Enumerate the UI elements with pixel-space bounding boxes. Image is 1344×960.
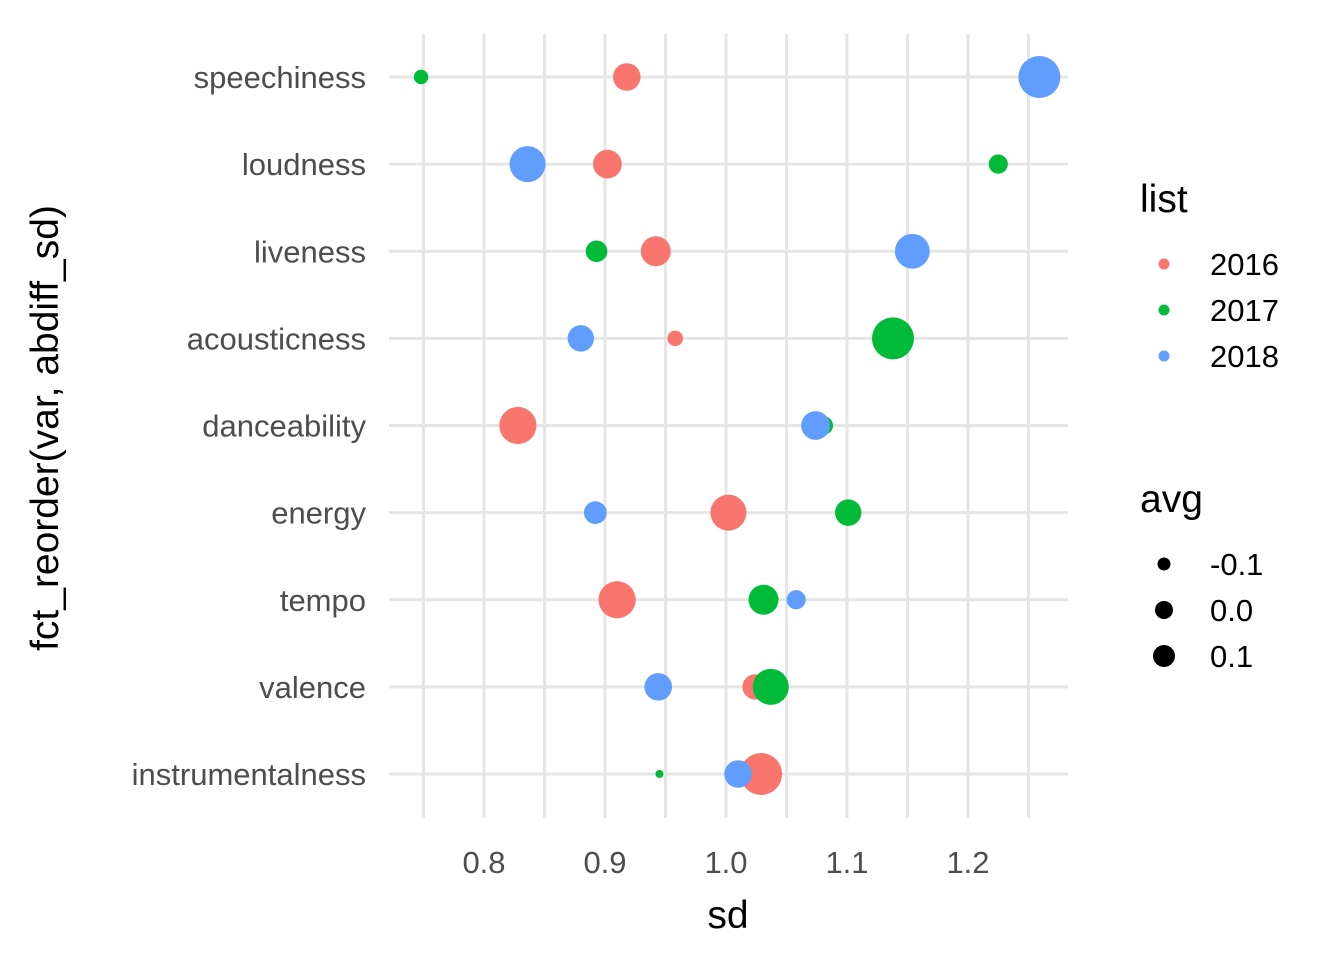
- data-point: [894, 233, 930, 269]
- data-point: [413, 69, 429, 85]
- size-legend-title: avg: [1140, 478, 1203, 521]
- data-point: [835, 499, 862, 526]
- legend-size-swatch: [1157, 557, 1171, 571]
- data-point: [509, 146, 546, 183]
- y-tick-label: energy: [271, 496, 366, 531]
- legend-size-swatch: [1155, 601, 1173, 619]
- y-tick-label: valence: [259, 670, 366, 705]
- data-point: [1018, 56, 1061, 98]
- legend-size-label: -0.1: [1210, 547, 1263, 582]
- data-point: [567, 325, 594, 352]
- legend-color-swatch: [1158, 350, 1170, 362]
- color-legend: list 2016 2017 2018: [1140, 178, 1279, 374]
- y-axis-tick-labels: speechiness loudness liveness acousticness d…: [132, 60, 367, 792]
- data-point: [801, 411, 830, 440]
- data-point: [583, 501, 607, 525]
- legend-size-swatch: [1153, 645, 1175, 667]
- legend-color-label: 2018: [1210, 339, 1279, 374]
- data-point: [499, 406, 537, 445]
- data-point: [612, 63, 641, 91]
- x-tick-label: 0.9: [583, 845, 626, 880]
- y-tick-label: liveness: [254, 234, 366, 269]
- data-point: [752, 668, 789, 705]
- data-point: [667, 330, 683, 347]
- y-tick-label: speechiness: [194, 60, 366, 95]
- data-point: [710, 494, 747, 531]
- legend-color-swatch: [1158, 304, 1170, 316]
- x-tick-label: 1.1: [825, 845, 868, 880]
- data-points: [413, 56, 1061, 795]
- data-point: [724, 760, 752, 788]
- y-tick-label: tempo: [280, 583, 366, 618]
- data-point: [988, 154, 1008, 174]
- color-legend-title: list: [1140, 178, 1188, 221]
- legend-color-label: 2017: [1210, 293, 1279, 328]
- data-point: [585, 240, 608, 263]
- y-axis-title: fct_reorder(var, abdiff_sd): [24, 205, 67, 651]
- y-gridlines: [389, 75, 1068, 776]
- data-point: [593, 149, 622, 179]
- data-point: [655, 770, 664, 778]
- data-point: [786, 590, 806, 610]
- legend-color-swatch: [1158, 258, 1170, 270]
- size-legend: avg -0.1 0.0 0.1: [1140, 478, 1263, 674]
- data-point: [640, 236, 671, 267]
- x-axis-title: sd: [707, 894, 748, 937]
- legend-size-label: 0.0: [1210, 593, 1253, 628]
- y-tick-label: loudness: [242, 147, 366, 182]
- data-point: [871, 317, 914, 360]
- legend-size-label: 0.1: [1210, 639, 1253, 674]
- data-point: [740, 753, 783, 795]
- x-tick-label: 1.2: [946, 845, 989, 880]
- data-point: [598, 581, 636, 619]
- legend-color-label: 2016: [1210, 247, 1279, 282]
- x-tick-label: 0.8: [462, 845, 505, 880]
- plot-panel: [389, 34, 1068, 818]
- x-axis-tick-labels: 0.8 0.9 1.0 1.1 1.2: [462, 845, 989, 880]
- y-tick-label: instrumentalness: [132, 757, 366, 792]
- data-point: [748, 584, 779, 615]
- y-tick-label: acousticness: [187, 321, 366, 356]
- y-tick-label: danceability: [202, 409, 366, 444]
- x-tick-label: 1.0: [704, 845, 747, 880]
- data-point: [644, 673, 673, 701]
